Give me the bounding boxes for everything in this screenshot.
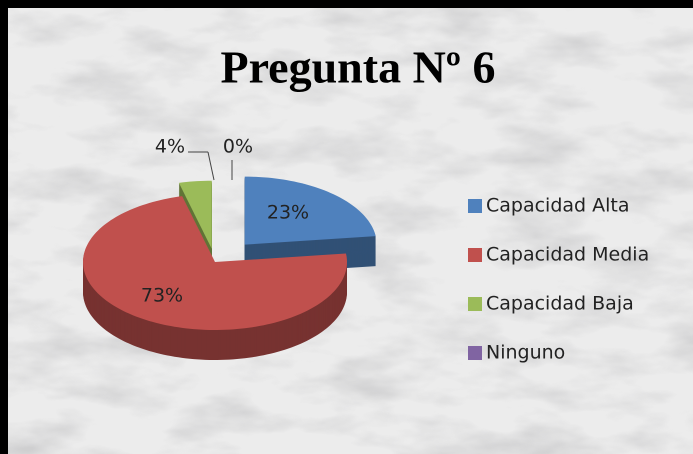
data-label: 4%	[155, 136, 185, 158]
legend-label: Capacidad Media	[486, 244, 649, 266]
legend-label: Capacidad Alta	[486, 195, 630, 217]
data-label: 0%	[223, 136, 253, 158]
legend-swatch	[468, 248, 482, 262]
legend-swatch	[468, 297, 482, 311]
data-label: 73%	[141, 285, 183, 307]
slice	[244, 176, 376, 245]
legend-swatch	[468, 199, 482, 213]
pie	[83, 176, 376, 360]
slice	[83, 196, 347, 330]
legend-swatch	[468, 346, 482, 360]
data-label: 23%	[267, 202, 309, 224]
legend: Capacidad Alta Capacidad Media Capacidad B…	[468, 195, 649, 364]
legend-label: Capacidad Baja	[486, 293, 634, 315]
leader-line	[207, 151, 215, 181]
chart-title: Pregunta Nº 6	[221, 42, 496, 93]
legend-label: Ninguno	[486, 342, 565, 364]
slice	[178, 180, 212, 249]
